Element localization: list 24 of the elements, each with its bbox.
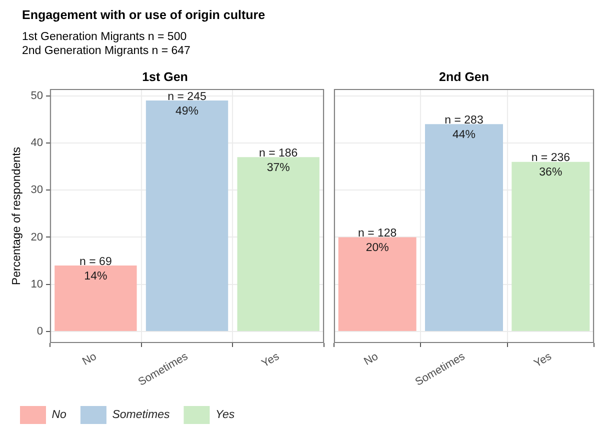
y-tick-label: 30 [30,184,44,196]
data-label: n = 245 49% [168,90,206,118]
y-tick-label: 10 [30,278,44,290]
text: Engagement with or use of origin culture [22,8,266,22]
y-axis-title: Percentage of respondents [11,146,24,286]
y-tick-label: 50 [30,90,44,102]
data-label: n = 236 36% [531,152,570,179]
legend-label: No [52,409,68,422]
data-label: n = 128 20% [358,228,397,254]
chart-title: 2nd Gen [438,70,490,84]
legend-label: Yes [215,409,235,422]
data-label: n = 186 37% [258,148,298,174]
y-tick-label: 0 [36,326,44,338]
y-tick-label: 40 [30,137,44,149]
legend-label: Sometimes [112,409,170,422]
x-tick-label: No [80,350,99,368]
data-label: n = 69 14% [80,256,112,282]
y-tick-label: 20 [30,231,44,244]
text: 1st Generation Migrants n = 500 2nd Generation Migrants n = 647 [22,30,192,58]
data-label: n = 283 44% [444,114,484,142]
chart-title: 1st Gen [142,70,188,84]
x-tick-label: Yes [532,350,554,370]
x-tick-label: Yes [260,350,282,370]
x-tick-label: No [362,350,380,368]
